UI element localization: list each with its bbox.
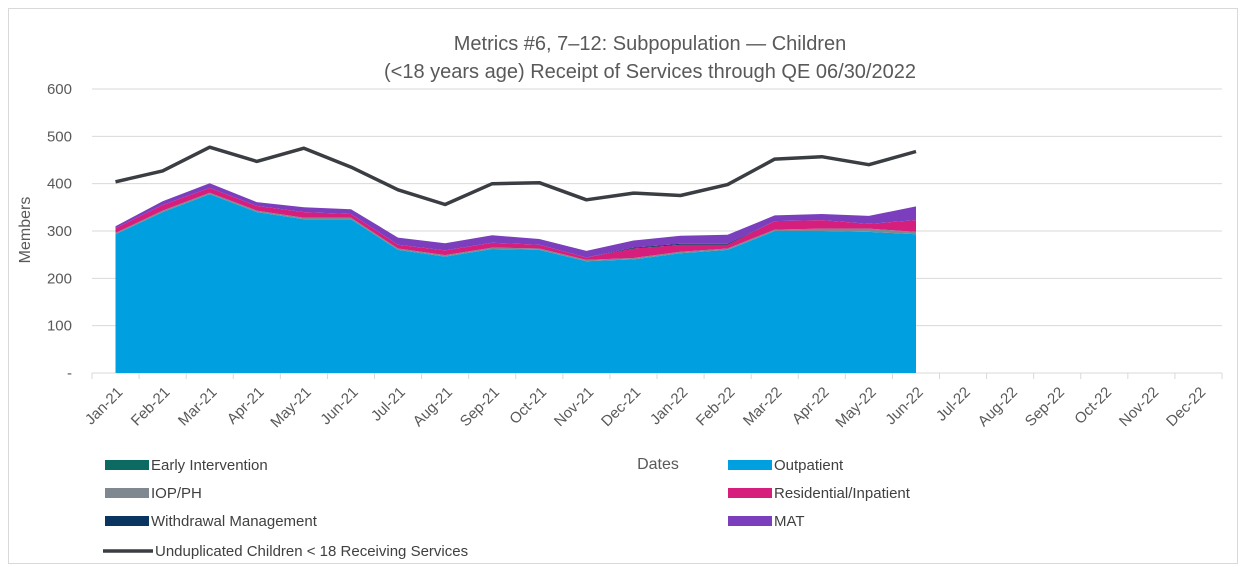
chart-subtitle: (<18 years age) Receipt of Services thro… — [384, 61, 916, 83]
legend-label: Unduplicated Children < 18 Receiving Ser… — [155, 543, 468, 560]
y-tick-label: 200 — [47, 270, 72, 287]
x-axis-title: Dates — [637, 456, 679, 473]
legend-swatch — [728, 516, 772, 526]
x-tick-label: Dec-21 — [598, 384, 644, 430]
x-tick-label: Nov-22 — [1116, 384, 1162, 430]
x-tick-label: Sep-22 — [1022, 384, 1068, 430]
x-tick-label: Jul-21 — [368, 384, 409, 425]
legend-label: Early Intervention — [151, 457, 268, 474]
x-tick-label: May-22 — [832, 384, 879, 431]
x-tick-label: Apr-21 — [224, 384, 268, 428]
x-tick-label: Jul-22 — [933, 384, 974, 425]
legend-item: Early Intervention — [105, 457, 268, 474]
x-tick-label: Dec-22 — [1163, 384, 1209, 430]
x-tick-label: Jun-21 — [317, 384, 361, 428]
y-tick-label: 100 — [47, 318, 72, 335]
y-axis-title: Members — [17, 197, 34, 264]
y-tick-label: - — [67, 365, 72, 382]
legend: Early Intervention Outpatient IOP/PH Reside… — [103, 457, 911, 560]
x-axis-ticks: Jan-21 Feb-21 Mar-21 Apr-21 May-21 Jun-21 Jul-… — [82, 384, 1209, 431]
legend-label: Outpatient — [774, 457, 844, 474]
y-tick-label: 400 — [47, 176, 72, 193]
x-tick-label: Sep-21 — [457, 384, 503, 430]
x-tick-label: Apr-22 — [789, 384, 833, 428]
legend-item: Withdrawal Management — [105, 513, 318, 530]
legend-item: MAT — [728, 513, 805, 530]
y-axis-ticks: - 100 200 300 400 500 600 — [47, 81, 72, 382]
x-tick-label: Feb-22 — [693, 384, 739, 430]
area-mat — [115, 183, 916, 258]
legend-label: MAT — [774, 513, 805, 530]
area-residential-inpatient — [115, 187, 916, 260]
x-tick-label: Oct-22 — [1071, 384, 1115, 428]
x-tick-label: May-21 — [267, 384, 314, 431]
legend-item: IOP/PH — [105, 485, 202, 502]
x-tick-label: Mar-21 — [175, 384, 221, 430]
x-tick-label: Aug-22 — [975, 384, 1021, 430]
y-tick-label: 600 — [47, 81, 72, 98]
legend-label: Withdrawal Management — [151, 513, 318, 530]
y-tick-label: 300 — [47, 223, 72, 240]
x-tick-label: Mar-22 — [740, 384, 786, 430]
line-unduplicated-children — [115, 145, 917, 207]
area-outpatient — [115, 194, 916, 373]
legend-item: Unduplicated Children < 18 Receiving Ser… — [103, 543, 468, 560]
x-tick-label: Aug-21 — [410, 384, 456, 430]
x-tick-label: Feb-21 — [128, 384, 174, 430]
legend-swatch — [728, 460, 772, 470]
x-tick-label: Oct-21 — [506, 384, 550, 428]
legend-item: Outpatient — [728, 457, 844, 474]
x-tick-label: Nov-21 — [551, 384, 597, 430]
x-tick-label: Jun-22 — [882, 384, 926, 428]
y-tick-label: 500 — [47, 128, 72, 145]
x-tick-label: Jan-21 — [82, 384, 126, 428]
legend-swatch — [105, 516, 149, 526]
legend-swatch — [728, 488, 772, 498]
chart-title: Metrics #6, 7–12: Subpopulation — Childr… — [454, 33, 846, 55]
legend-swatch — [105, 488, 149, 498]
x-tick-label: Jan-22 — [647, 384, 691, 428]
legend-label: IOP/PH — [151, 485, 202, 502]
legend-item: Residential/Inpatient — [728, 485, 911, 502]
line-series — [115, 145, 917, 207]
legend-swatch — [105, 460, 149, 470]
stacked-areas — [115, 183, 916, 373]
legend-label: Residential/Inpatient — [774, 485, 911, 502]
